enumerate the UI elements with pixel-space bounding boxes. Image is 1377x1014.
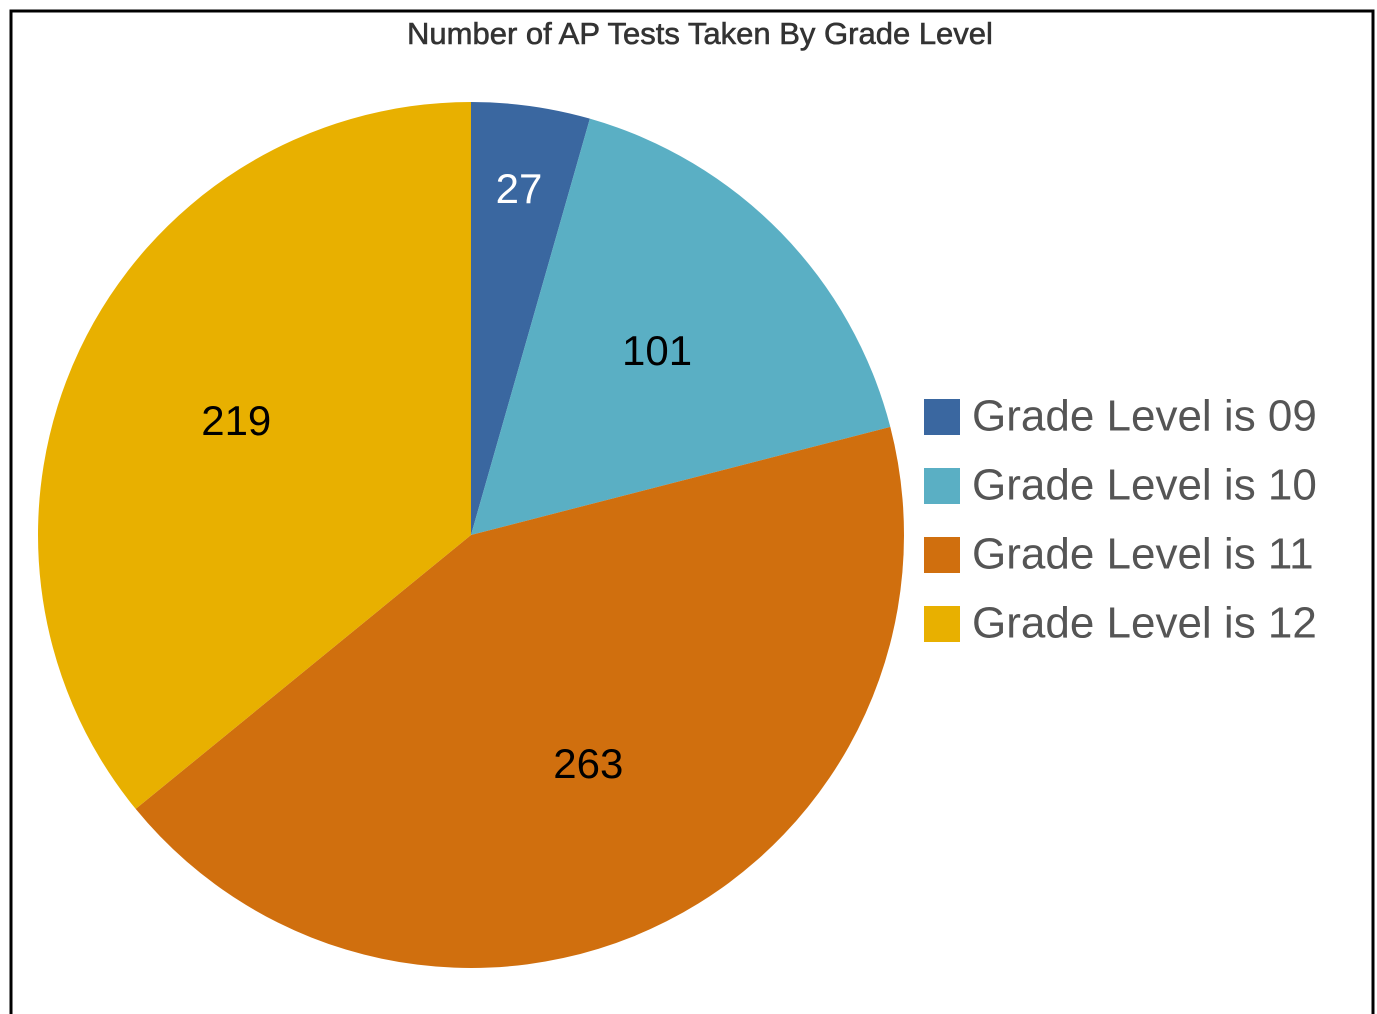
value-label: 263 bbox=[553, 740, 623, 787]
value-label: 219 bbox=[201, 397, 271, 444]
legend-label: Grade Level is 11 bbox=[972, 530, 1314, 579]
legend-swatch bbox=[924, 606, 960, 642]
pie-slice bbox=[37, 101, 471, 809]
pie-slice bbox=[135, 426, 904, 968]
chart-title: Number of AP Tests Taken By Grade Level bbox=[407, 16, 993, 51]
pie-slice bbox=[471, 118, 891, 536]
legend-label: Grade Level is 12 bbox=[972, 599, 1317, 648]
pie-slice bbox=[471, 102, 590, 535]
legend-swatch bbox=[924, 468, 960, 504]
legend-label: Grade Level is 09 bbox=[972, 392, 1317, 441]
legend-swatch bbox=[924, 399, 960, 435]
legend-swatch bbox=[924, 537, 960, 573]
frame bbox=[9, 9, 1375, 1014]
value-label: 101 bbox=[622, 327, 692, 374]
legend-label: Grade Level is 10 bbox=[972, 461, 1317, 510]
value-label: 27 bbox=[496, 165, 543, 212]
